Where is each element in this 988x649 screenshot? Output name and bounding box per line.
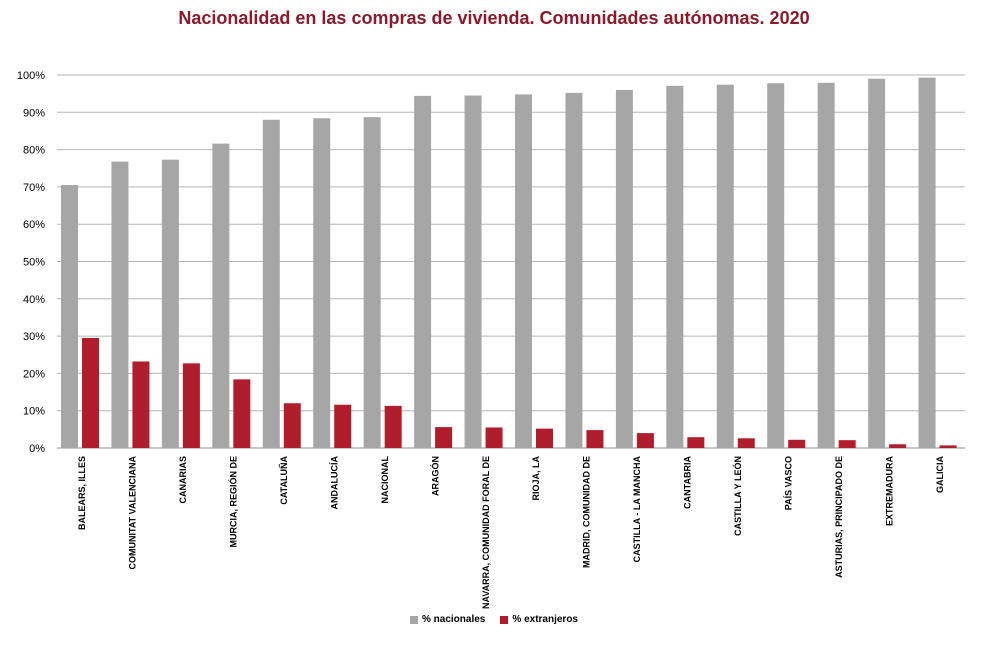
- bar-nacionales: [212, 143, 230, 448]
- gridlines: [57, 74, 965, 449]
- legend-swatch-extranjeros: [500, 615, 509, 624]
- bar-nacionales: [565, 92, 583, 449]
- y-tick-label: 90%: [23, 107, 45, 119]
- x-axis-ticks: BALEARS, ILLES COMUNITAT VALENCIANA CANARI…: [77, 455, 945, 609]
- bar-extranjeros: [233, 379, 251, 448]
- bar-nacionales: [868, 78, 886, 448]
- bar-extranjeros: [283, 403, 301, 448]
- bar-extranjeros: [788, 439, 806, 448]
- bar-extranjeros: [536, 428, 553, 448]
- bar-extranjeros: [838, 440, 856, 448]
- y-tick-label: 100%: [17, 70, 45, 82]
- chart-title: Nacionalidad en las compras de vivienda.…: [178, 8, 810, 28]
- legend: % nacionales % extranjeros: [0, 614, 988, 627]
- y-axis-ticks: 0% 10% 20% 30% 40% 50% 60% 70% 80% 90% 100%: [17, 70, 45, 455]
- bar-extranjeros: [334, 404, 352, 448]
- bar-nacionales: [918, 77, 936, 449]
- x-tick-label: CASTILLA - LA MANCHA: [632, 456, 642, 563]
- bar-extranjeros: [687, 437, 705, 448]
- bar-extranjeros: [889, 444, 907, 448]
- x-tick-label: CANTABRIA: [683, 456, 693, 509]
- x-tick-label: PAÍS VASCO: [783, 456, 793, 510]
- x-tick-label: COMUNITAT VALENCIANA: [128, 456, 138, 570]
- bar-nacionales: [666, 85, 684, 448]
- legend-label-extranjeros: % extranjeros: [512, 614, 578, 625]
- y-tick-label: 50%: [23, 257, 45, 269]
- bar-nacionales: [313, 118, 331, 448]
- bar-extranjeros: [132, 361, 150, 448]
- bar-nacionales: [515, 94, 532, 449]
- legend-label-nacionales: % nacionales: [421, 614, 486, 625]
- x-tick-label: RIOJA, LA: [531, 456, 541, 501]
- x-tick-label: MURCIA, REGIÓN DE: [228, 456, 239, 548]
- y-tick-label: 0%: [29, 443, 45, 455]
- bar-extranjeros: [737, 438, 755, 448]
- y-tick-label: 80%: [23, 145, 45, 157]
- bar-nacionales: [61, 185, 78, 448]
- x-tick-label: CASTILLA Y LEÓN: [732, 456, 743, 536]
- bar-extranjeros: [939, 445, 957, 448]
- bar-nacionales: [414, 95, 432, 448]
- y-tick-label: 20%: [23, 368, 45, 380]
- legend-swatch-nacionales: [409, 615, 418, 624]
- bar-nacionales: [262, 119, 280, 448]
- bar-nacionales: [615, 89, 633, 449]
- y-tick-label: 40%: [23, 294, 45, 306]
- bar-nacionales: [363, 117, 381, 449]
- x-tick-label: NACIONAL: [380, 456, 390, 504]
- x-tick-label: ANDALUCÍA: [329, 456, 339, 510]
- x-tick-label: CATALUÑA: [279, 455, 289, 504]
- bar-extranjeros: [384, 405, 402, 448]
- y-tick-label: 70%: [23, 182, 45, 194]
- x-tick-label: CANARIAS: [178, 456, 188, 504]
- bar-extranjeros: [435, 427, 453, 448]
- bar-nacionales: [817, 82, 835, 448]
- x-tick-label: NAVARRA, COMUNIDAD FORAL DE: [481, 456, 491, 609]
- bar-nacionales: [767, 83, 785, 449]
- x-tick-label: MADRID, COMUNIDAD DE: [582, 456, 592, 568]
- bar-nacionales: [111, 161, 129, 448]
- bar-nacionales: [716, 84, 734, 448]
- legend-item-nacionales: % nacionales: [409, 614, 486, 625]
- bar-extranjeros: [82, 337, 99, 448]
- legend-item-extranjeros: % extranjeros: [500, 614, 578, 625]
- x-tick-label: BALEARS, ILLES: [77, 456, 87, 530]
- bar-extranjeros: [182, 363, 200, 448]
- bar-extranjeros: [485, 427, 503, 448]
- bar-nacionales: [161, 159, 179, 448]
- bars: [61, 77, 957, 449]
- y-tick-label: 10%: [23, 406, 45, 418]
- x-tick-label: EXTREMADURA: [884, 456, 894, 527]
- x-tick-label: GALICIA: [935, 456, 945, 493]
- bar-nacionales: [464, 95, 482, 448]
- y-tick-label: 30%: [23, 331, 45, 343]
- bar-extranjeros: [636, 433, 654, 448]
- y-tick-label: 60%: [23, 219, 45, 231]
- bar-extranjeros: [586, 430, 604, 448]
- x-tick-label: ARAGÓN: [429, 456, 440, 496]
- x-tick-label: ASTURIAS, PRINCIPADO DE: [834, 456, 844, 578]
